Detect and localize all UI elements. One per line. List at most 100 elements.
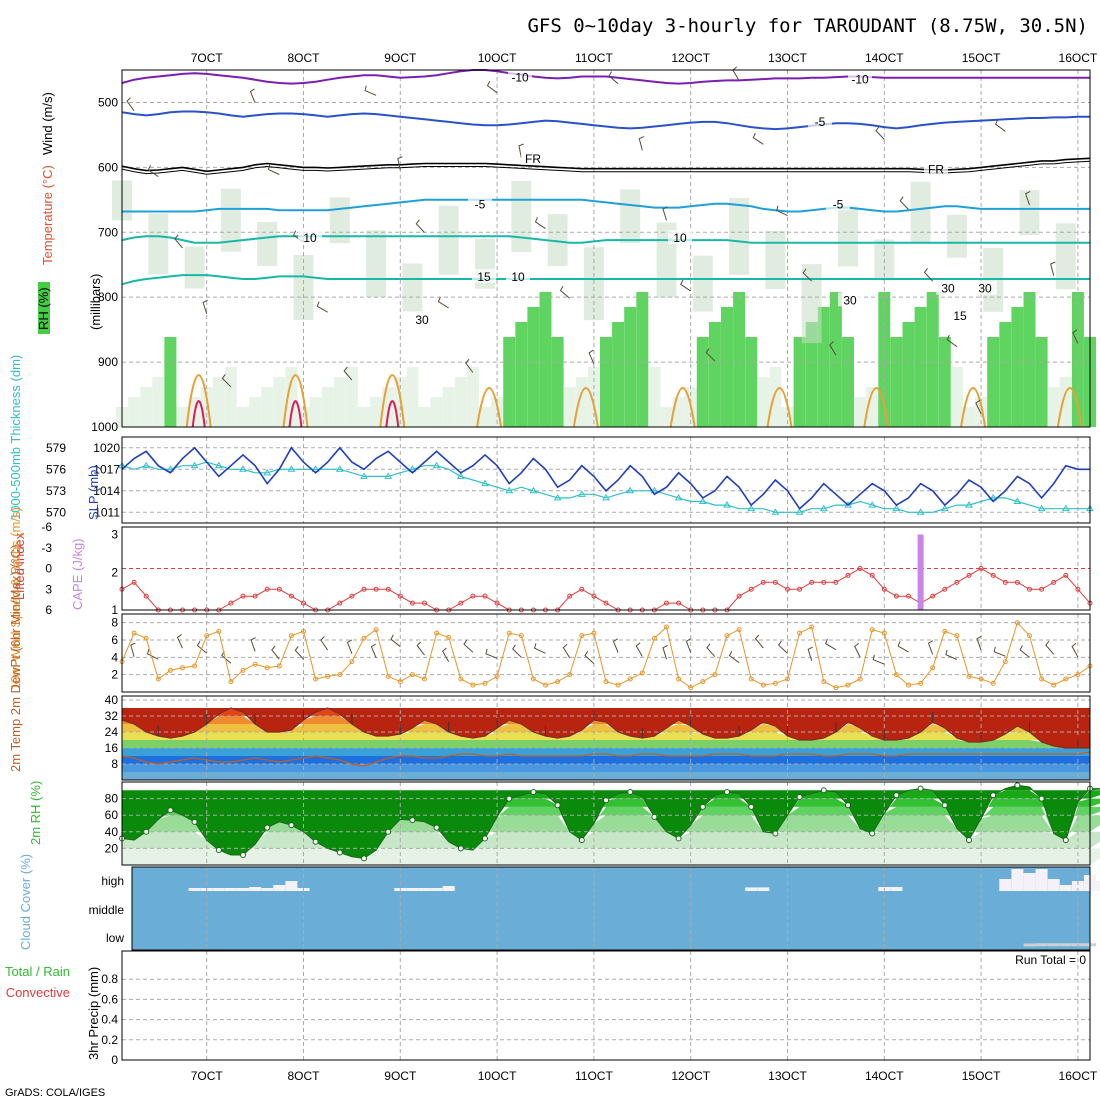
thickness-tick-label: 573	[46, 484, 66, 498]
rh-shading-cell	[1055, 223, 1076, 290]
wind-speed-marker	[785, 676, 790, 682]
cloud-tick-label: middle	[89, 903, 125, 917]
surface-wind-barb	[416, 641, 425, 656]
rh-shading-cell	[1047, 387, 1060, 427]
cloud-high-bar	[1011, 869, 1024, 891]
upper-wind-barb	[752, 132, 764, 145]
wind-speed-marker	[409, 672, 415, 678]
rh-shading-cell	[430, 397, 443, 427]
wind-tick-label: 2	[111, 668, 118, 682]
upper-air-frame	[121, 69, 1091, 428]
surface-wind-barb	[485, 648, 498, 659]
surface-wind-barb	[463, 639, 474, 653]
surface-wind-barb	[346, 639, 353, 654]
rh-shading-cell	[801, 264, 822, 344]
surface-wind-barb	[1071, 643, 1079, 658]
lifted-index-marker	[373, 586, 379, 592]
warm-contour	[1056, 387, 1083, 428]
rh-shading-cell	[950, 367, 963, 427]
contour-label-bg	[508, 69, 532, 84]
rh-shading-cell	[503, 337, 516, 427]
thickness-marker	[408, 465, 417, 472]
wind-tick-label: 6	[111, 633, 118, 647]
isotherm-2	[121, 110, 1090, 131]
wind-speed-marker	[918, 680, 924, 686]
lifted-index-marker	[978, 566, 984, 571]
rh-shading-cell	[152, 377, 165, 427]
upper-wind-barb	[776, 205, 788, 217]
wind-frame	[121, 613, 1091, 693]
upper-wind-barb	[343, 366, 353, 381]
slp-tick-label: 1014	[93, 484, 120, 498]
warm-contour	[476, 387, 503, 428]
thickness-marker	[916, 508, 925, 515]
rh-frame	[121, 781, 1091, 866]
lifted-index-tick-label: 6	[45, 603, 52, 617]
x-label-top: 9OCT	[384, 51, 417, 65]
rh-tick-label: 40	[105, 825, 119, 839]
slp-frame	[121, 436, 1091, 524]
pressure-tick-label: 500	[98, 95, 118, 109]
ylabel-rh: RH (%)	[36, 287, 51, 330]
warm-contour	[572, 387, 599, 428]
thickness-marker	[263, 468, 272, 476]
surface-wind-barb	[584, 651, 595, 664]
wind-speed-marker	[143, 635, 149, 641]
rh-shading-cell	[257, 221, 278, 266]
rh-shading-cell	[999, 322, 1012, 427]
rh-marker	[457, 845, 464, 852]
cloud-high-bar	[442, 886, 455, 891]
x-label-bottom: 10OCT	[478, 1069, 517, 1083]
hot-contour	[191, 400, 206, 428]
lifted-index-marker	[881, 586, 887, 592]
rh-shading-cell	[624, 307, 637, 427]
lifted-index-marker	[1002, 579, 1008, 585]
lifted-index-marker	[276, 586, 282, 592]
precip-tick-label: 0.8	[101, 972, 118, 986]
upper-wind-barb	[802, 268, 813, 282]
rh-shading-cell	[249, 397, 262, 427]
rh-line	[121, 784, 1100, 859]
lifted-index-line	[121, 567, 1091, 611]
rh-marker	[336, 849, 343, 856]
x-label-bottom: 7OCT	[191, 1069, 224, 1083]
contour-label: -10	[511, 71, 529, 85]
ylabel-slp: SLP (mb)	[86, 465, 101, 520]
temp-band	[122, 772, 1090, 780]
cloud-high-bar	[890, 887, 903, 891]
rh-marker	[1014, 782, 1021, 789]
lifted-index-marker	[676, 600, 682, 606]
ylabel-thickness: 1000-500mb Thickness (dm)	[8, 355, 23, 520]
wind-speed-marker	[639, 670, 645, 676]
x-label-top: 10OCT	[478, 51, 517, 65]
thickness-marker	[214, 461, 223, 469]
wind-speed-marker	[845, 682, 851, 688]
wind-speed-marker	[881, 630, 887, 636]
temp-band	[122, 740, 1090, 748]
wind-speed-marker	[579, 633, 585, 639]
contour-label-bg	[521, 150, 545, 165]
x-label-top: 7OCT	[191, 51, 224, 65]
rh-shading-cell	[938, 337, 951, 427]
cloud-high-bar	[1023, 873, 1036, 891]
rh-marker	[506, 795, 513, 802]
rh-shading-cell	[902, 322, 915, 427]
thickness-marker	[723, 501, 731, 508]
upper-wind-barb	[221, 374, 232, 388]
rh-marker	[312, 838, 319, 845]
wind-speed-marker	[1027, 633, 1032, 639]
wind-speed-marker	[603, 679, 609, 685]
rh-shading-cell	[220, 188, 241, 252]
surface-wind-barb	[927, 640, 934, 655]
rh-shading-cell	[309, 397, 322, 427]
contour-label-bg	[838, 292, 862, 307]
lifted-index-marker	[845, 572, 851, 578]
thickness-marker	[674, 493, 683, 501]
ylabel-wind10m: 10m Wind Speed & Barbs (m/s)	[8, 507, 23, 690]
rh-marker	[361, 855, 367, 862]
upper-wind-barb	[1025, 190, 1031, 206]
warm-contour	[282, 374, 309, 428]
cloud-high-bar	[430, 888, 443, 891]
rh-shading-cell	[612, 322, 625, 427]
wind-speed-marker	[930, 665, 936, 671]
